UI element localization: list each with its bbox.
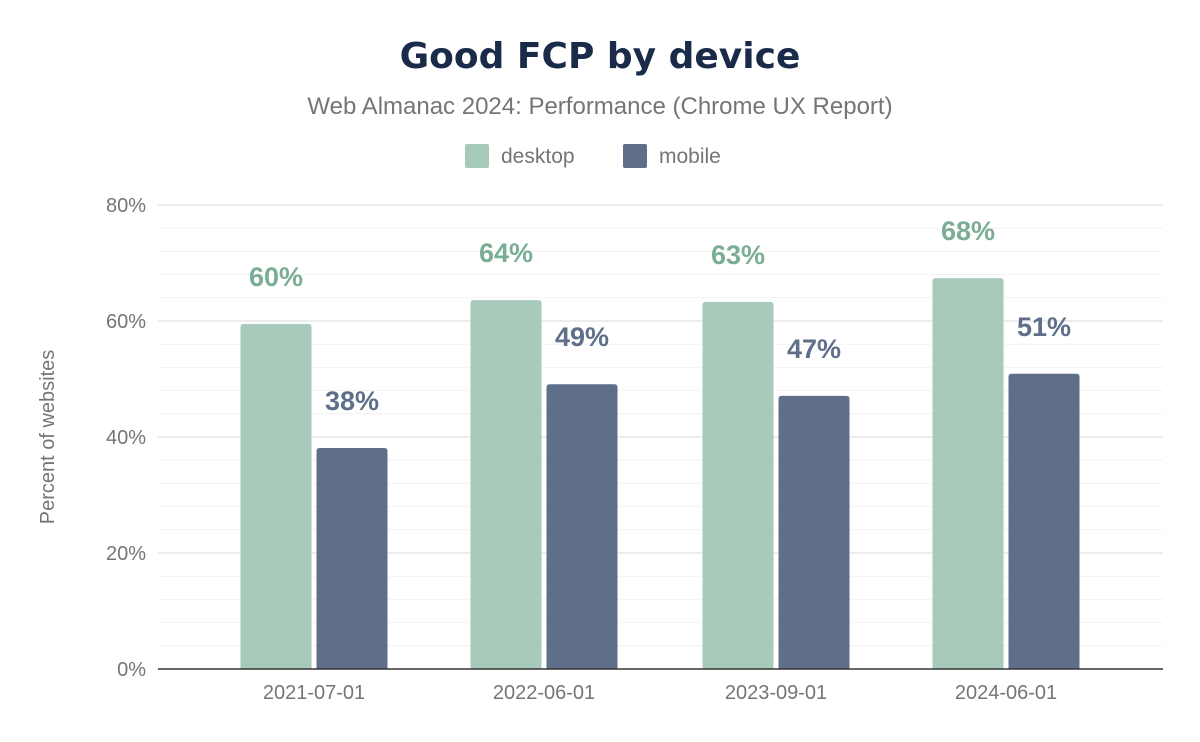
bar-mobile: [778, 395, 850, 669]
y-axis-label: Percent of websites: [37, 350, 59, 525]
chart-subtitle: Web Almanac 2024: Performance (Chrome UX…: [307, 93, 892, 120]
y-tick-label: 80%: [106, 195, 146, 217]
legend-swatch-desktop: [465, 144, 489, 168]
y-tick-label: 0%: [117, 659, 146, 681]
data-label-mobile: 38%: [325, 386, 379, 416]
x-tick-label: 2024-06-01: [955, 682, 1057, 704]
legend: desktop mobile: [465, 144, 721, 168]
legend-label-mobile: mobile: [659, 145, 721, 168]
bars: 60% 38% 2021-07-01 64% 49% 2022-06-01 63% 47% 20…: [158, 216, 1163, 704]
bar-mobile: [546, 384, 618, 669]
chart-title: Good FCP by device: [400, 36, 801, 77]
bar-desktop: [240, 323, 312, 669]
x-tick-label: 2023-09-01: [725, 682, 827, 704]
data-label-desktop: 63%: [711, 240, 765, 270]
data-label-mobile: 49%: [555, 322, 609, 352]
y-tick-label: 20%: [106, 543, 146, 565]
bar-desktop: [470, 300, 542, 669]
legend-label-desktop: desktop: [501, 145, 575, 168]
data-label-desktop: 60%: [249, 262, 303, 292]
data-label-desktop: 68%: [941, 216, 995, 246]
x-tick-label: 2021-07-01: [263, 682, 365, 704]
data-label-mobile: 47%: [787, 334, 841, 364]
legend-swatch-mobile: [623, 144, 647, 168]
x-tick-label: 2022-06-01: [493, 682, 595, 704]
bar-desktop: [932, 278, 1004, 669]
y-tick-label: 40%: [106, 427, 146, 449]
bar-mobile: [316, 448, 388, 669]
y-tick-label: 60%: [106, 311, 146, 333]
data-label-mobile: 51%: [1017, 312, 1071, 342]
data-label-desktop: 64%: [479, 238, 533, 268]
bar-mobile: [1008, 373, 1080, 669]
bar-desktop: [702, 301, 774, 669]
